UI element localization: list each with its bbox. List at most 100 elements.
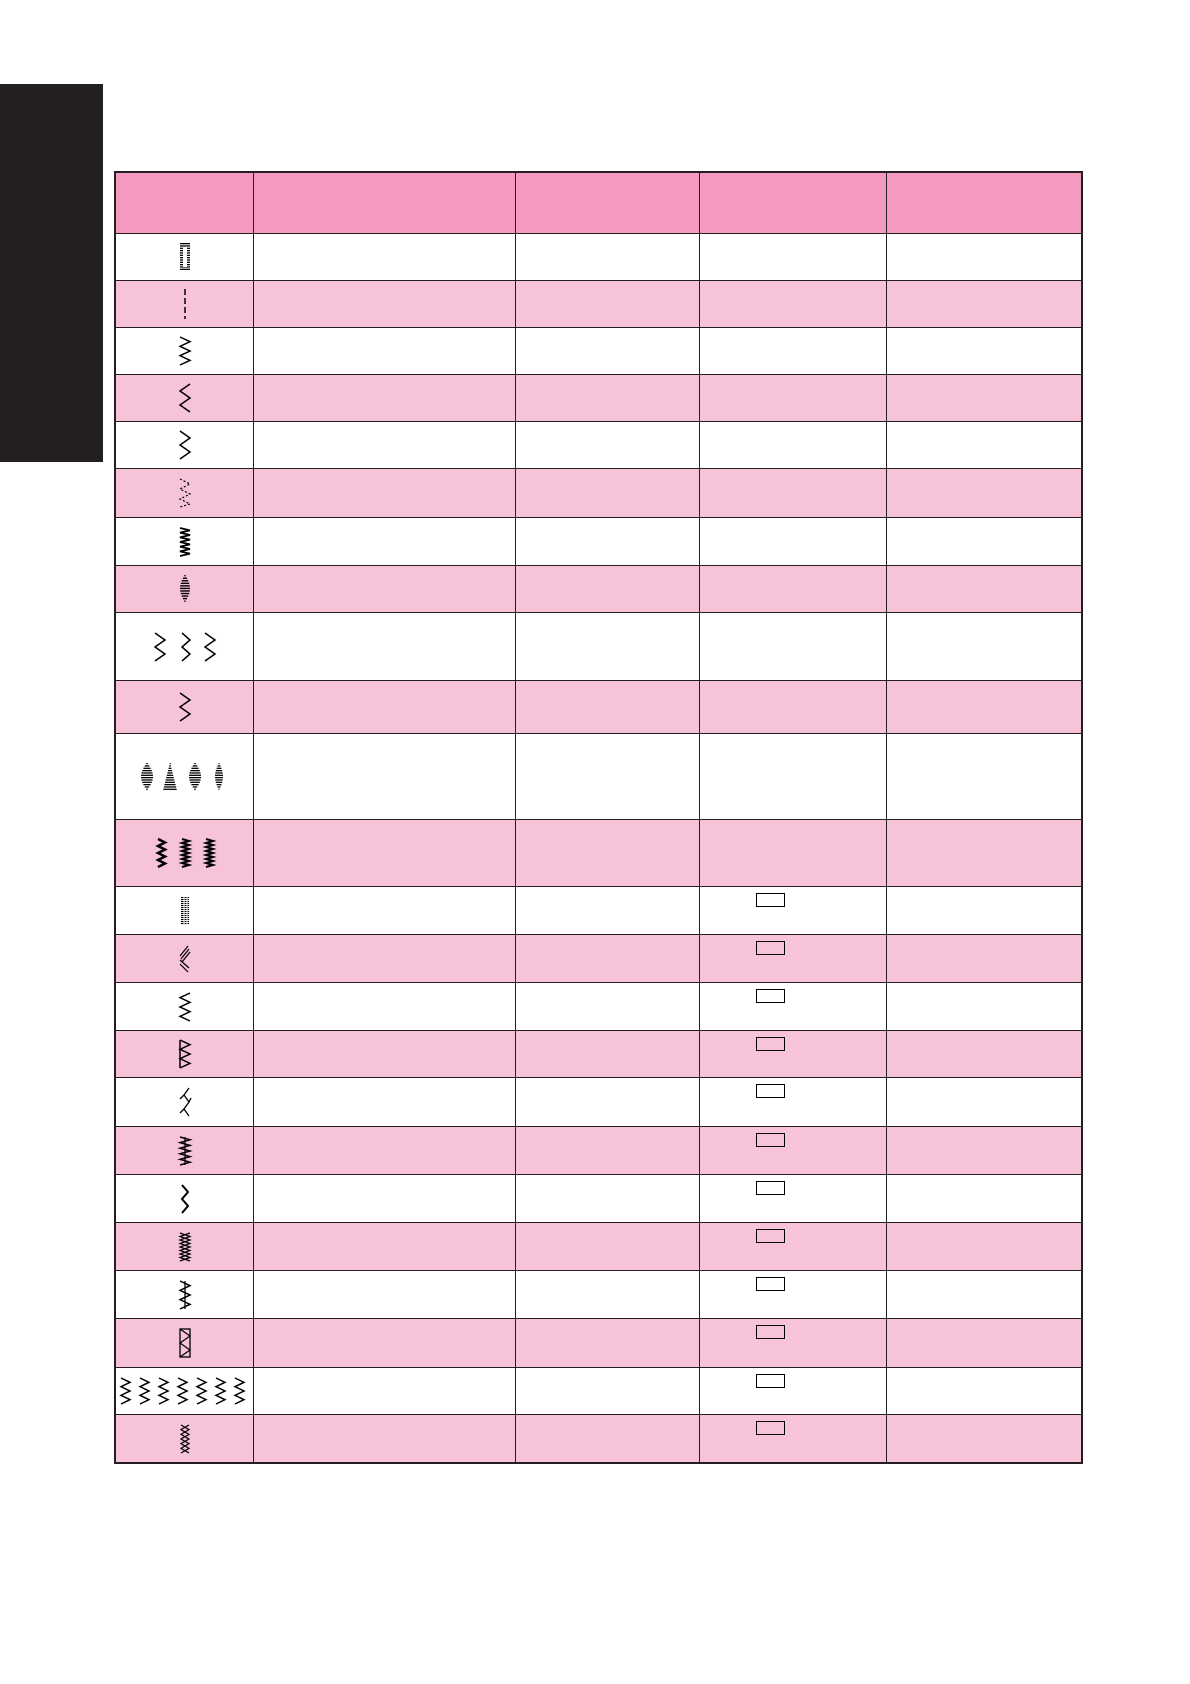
header-cell — [253, 173, 515, 233]
satin-shapes-group-icon — [137, 760, 232, 794]
table-cell — [699, 1031, 886, 1077]
stitch-icon-cell — [116, 566, 253, 612]
table-cell — [515, 1127, 699, 1174]
stitch-icon-cell — [116, 328, 253, 374]
table-row — [116, 612, 1081, 680]
table-cell — [886, 820, 1081, 886]
stitch-icon-cell — [116, 518, 253, 565]
table-row — [116, 1126, 1081, 1174]
table-cell — [886, 1223, 1081, 1270]
table-cell — [886, 734, 1081, 819]
stretch-overcast-icon — [176, 1134, 193, 1168]
stitch-icon-cell — [116, 935, 253, 982]
table-row — [116, 1318, 1081, 1367]
straight-stitch-icon — [180, 287, 190, 321]
table-cell — [515, 1368, 699, 1414]
checkbox-square — [756, 1325, 785, 1339]
table-cell — [253, 422, 515, 468]
table-cell — [253, 328, 515, 374]
table-cell — [699, 1223, 886, 1270]
stretch-group-icon — [117, 1374, 253, 1408]
table-row — [116, 468, 1081, 517]
stitch-icon-cell — [116, 681, 253, 733]
table-row — [116, 327, 1081, 374]
table-row — [116, 680, 1081, 733]
table-cell — [699, 935, 886, 982]
table-cell — [515, 1319, 699, 1367]
table-cell — [253, 1415, 515, 1462]
decorative-group-icon — [150, 836, 220, 870]
cross-stitch-icon — [177, 1230, 193, 1264]
stitch-icon-cell — [116, 734, 253, 819]
table-cell — [699, 1175, 886, 1222]
table-row — [116, 1030, 1081, 1077]
table-cell — [515, 1223, 699, 1270]
table-cell — [699, 1415, 886, 1462]
blind-hem-icon — [177, 690, 193, 724]
stitch-icon-cell — [116, 1319, 253, 1367]
stitch-icon-cell — [116, 983, 253, 1030]
triple-straight-icon — [177, 894, 193, 928]
table-cell — [886, 613, 1081, 680]
table-cell — [886, 1078, 1081, 1126]
table-cell — [886, 983, 1081, 1030]
table-cell — [515, 1271, 699, 1318]
stitch-icon-cell — [116, 234, 253, 280]
stitch-icon-cell — [116, 469, 253, 517]
stitch-icon-cell — [116, 1031, 253, 1077]
header-cell — [699, 173, 886, 233]
table-row — [116, 280, 1081, 327]
table-cell — [253, 820, 515, 886]
table-cell — [886, 281, 1081, 327]
stitch-icon-cell — [116, 1223, 253, 1270]
table-cell — [886, 1127, 1081, 1174]
table-cell — [253, 566, 515, 612]
stitch-icon-cell — [116, 281, 253, 327]
table-cell — [886, 469, 1081, 517]
checkbox-square — [756, 989, 785, 1003]
table-row — [116, 1174, 1081, 1222]
table-cell — [699, 518, 886, 565]
table-cell — [515, 1175, 699, 1222]
table-cell — [699, 734, 886, 819]
table-cell — [253, 734, 515, 819]
table-row — [116, 421, 1081, 468]
table-row — [116, 733, 1081, 819]
table-cell — [886, 1175, 1081, 1222]
stitch-icon-cell — [116, 1415, 253, 1462]
table-row — [116, 1270, 1081, 1318]
table-cell — [699, 234, 886, 280]
table-row — [116, 233, 1081, 280]
table-cell — [515, 375, 699, 421]
checkbox-square — [756, 893, 785, 907]
checkbox-square — [756, 1229, 785, 1243]
stitch-icon-cell — [116, 1127, 253, 1174]
chapter-side-tab — [0, 84, 103, 462]
table-cell — [515, 681, 699, 733]
table-cell — [253, 1127, 515, 1174]
checkbox-square — [756, 1133, 785, 1147]
zigzag-right-icon — [177, 428, 193, 462]
rickrack-icon — [177, 1182, 193, 1216]
table-cell — [253, 681, 515, 733]
table-cell — [886, 1368, 1081, 1414]
table-cell — [699, 1127, 886, 1174]
table-header — [116, 173, 1081, 233]
zigzag-left-icon — [177, 381, 193, 415]
zigzag-group-icon — [150, 630, 220, 664]
table-cell — [699, 422, 886, 468]
table-row — [116, 1077, 1081, 1126]
table-row — [116, 374, 1081, 421]
table-cell — [515, 613, 699, 680]
table-row — [116, 934, 1081, 982]
table-cell — [886, 422, 1081, 468]
table-cell — [886, 375, 1081, 421]
stitch-icon-cell — [116, 820, 253, 886]
box-overlock-icon — [177, 1326, 193, 1360]
smocking-icon — [177, 1278, 193, 1312]
table-cell — [699, 681, 886, 733]
diagonal-satin-icon — [177, 942, 193, 976]
table-cell — [886, 681, 1081, 733]
table-cell — [515, 1415, 699, 1462]
table-cell — [253, 234, 515, 280]
